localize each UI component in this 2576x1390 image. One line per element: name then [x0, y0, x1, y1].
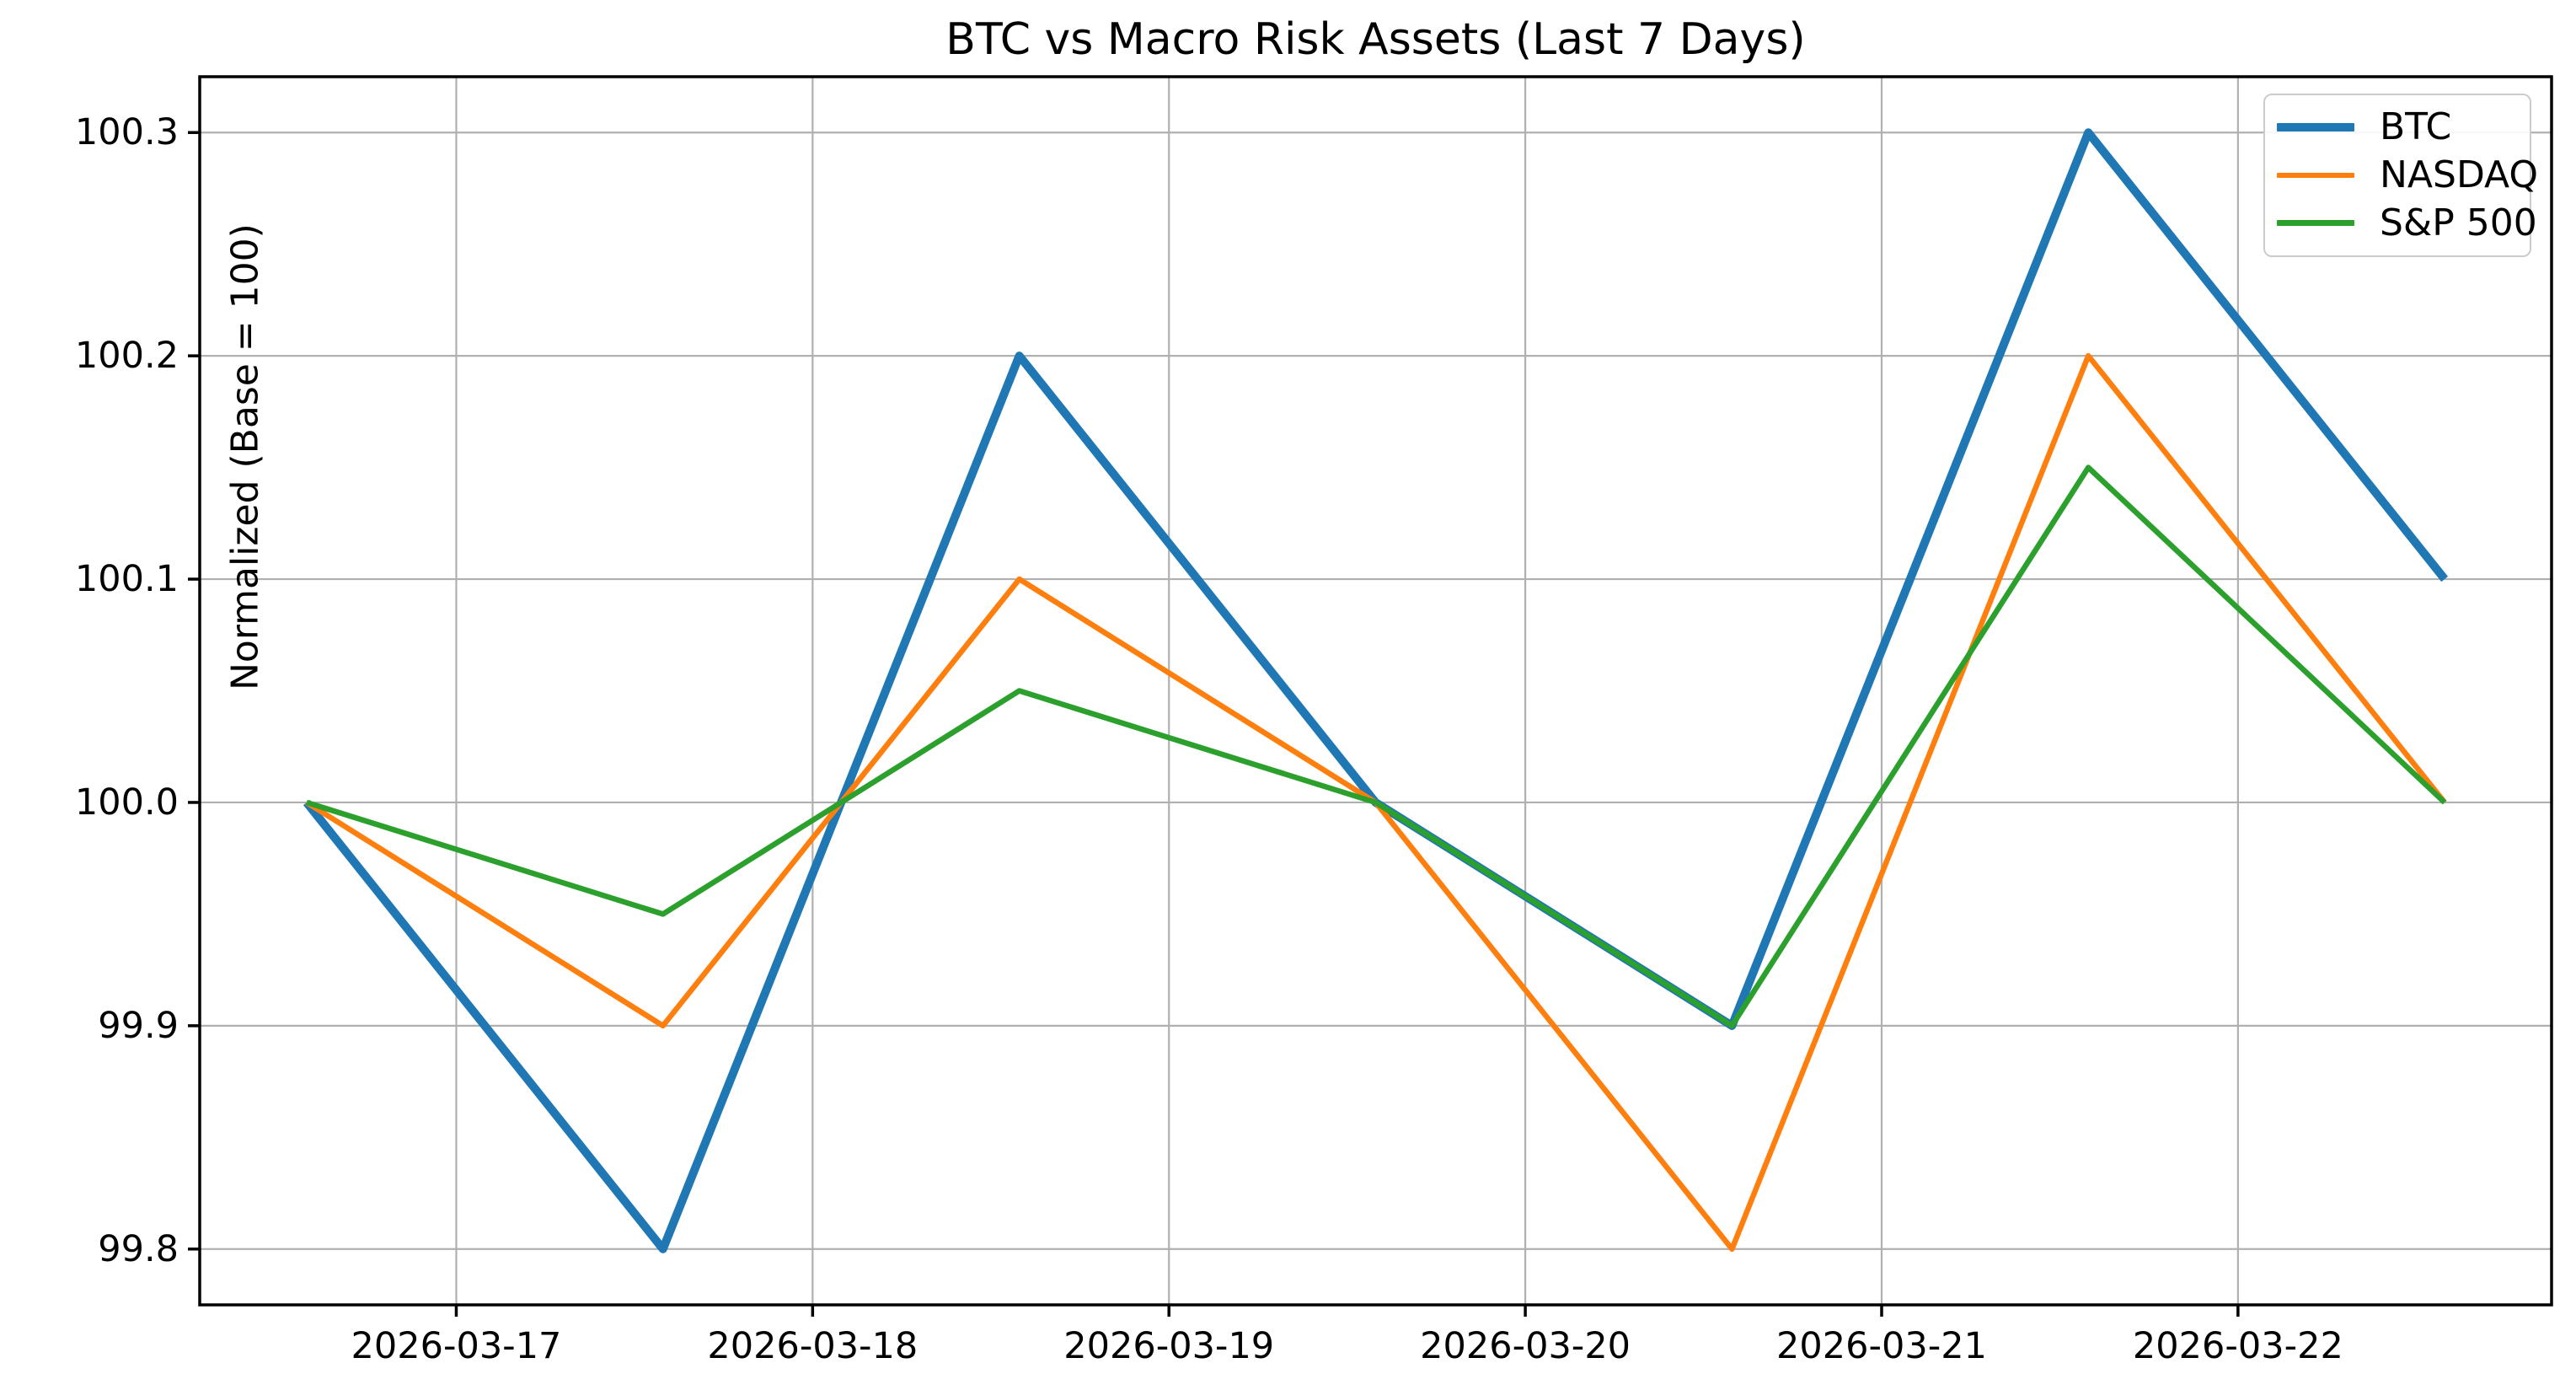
x-tick-label: 2026-03-18 — [707, 1325, 918, 1367]
x-tick-label: 2026-03-22 — [2132, 1325, 2343, 1367]
legend-label: NASDAQ — [2380, 153, 2539, 196]
legend-label: S&P 500 — [2380, 201, 2537, 244]
y-tick-label: 99.8 — [98, 1227, 179, 1270]
axes-frame — [198, 75, 2553, 1307]
legend-swatch-btc — [2277, 123, 2354, 132]
y-tick-label: 100.0 — [74, 781, 179, 824]
legend-swatch-s-p-500 — [2277, 220, 2354, 226]
legend-item-s-p-500: S&P 500 — [2265, 201, 2537, 244]
y-tick-label: 100.1 — [74, 558, 179, 601]
chart-title: BTC vs Macro Risk Assets (Last 7 Days) — [945, 14, 1806, 65]
y-tick-label: 100.2 — [74, 335, 179, 378]
legend-label: BTC — [2380, 105, 2452, 149]
y-axis-label: Normalized (Base = 100) — [223, 223, 267, 690]
legend-item-nasdaq: NASDAQ — [2265, 153, 2538, 196]
y-tick-label: 100.3 — [74, 111, 179, 154]
series-line-s-p-500 — [305, 464, 2447, 1029]
legend: BTC NASDAQ S&P 500 — [2263, 94, 2538, 257]
legend-swatch-nasdaq — [2277, 172, 2354, 179]
x-tick-label: 2026-03-19 — [1063, 1325, 1275, 1367]
x-tick-label: 2026-03-21 — [1776, 1325, 1987, 1367]
legend-item-btc: BTC — [2265, 106, 2530, 148]
series-line-btc — [303, 128, 2449, 1253]
x-tick-label: 2026-03-20 — [1420, 1325, 1631, 1367]
x-tick-label: 2026-03-17 — [351, 1325, 562, 1367]
y-tick-label: 99.9 — [98, 1004, 179, 1047]
